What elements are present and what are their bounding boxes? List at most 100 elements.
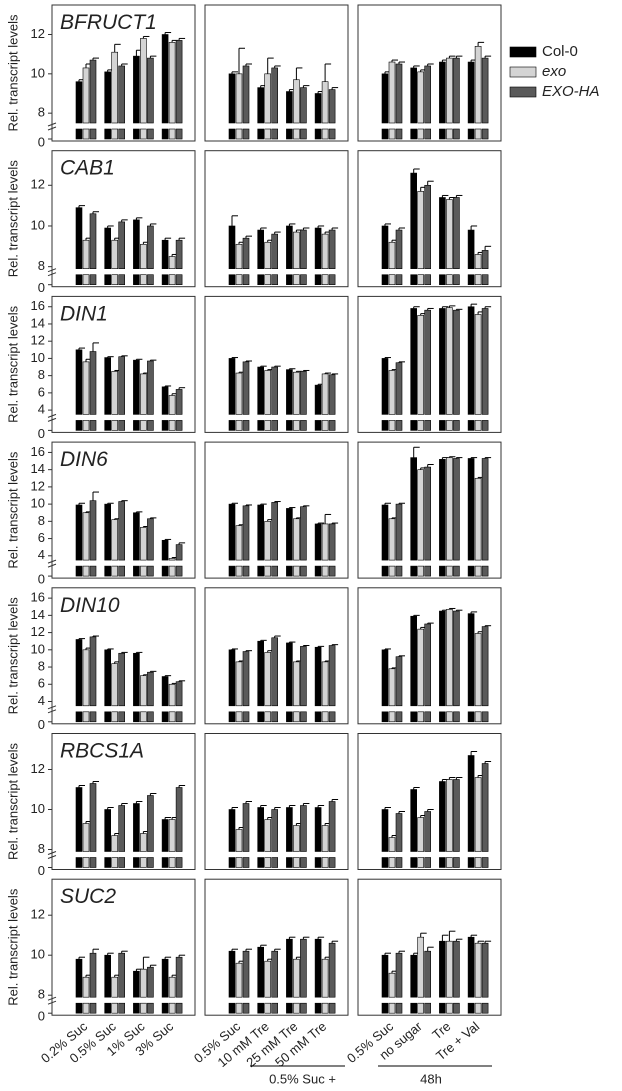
- bar: [104, 227, 111, 270]
- panel-frame: [204, 295, 349, 433]
- bar: [439, 610, 446, 707]
- bar: [467, 458, 475, 561]
- panel-frame: [204, 441, 349, 579]
- bar-stub: [446, 857, 453, 868]
- bar-stub: [388, 565, 396, 577]
- bar-stub: [168, 420, 176, 431]
- bar-stub: [328, 420, 336, 431]
- bar: [133, 55, 140, 124]
- bar: [381, 73, 389, 124]
- bar-stub: [286, 565, 293, 577]
- bar: [242, 361, 250, 415]
- bar-stub: [453, 274, 460, 286]
- bar-stub: [118, 857, 125, 868]
- bar-stub: [300, 711, 307, 723]
- bar: [388, 370, 396, 415]
- bar-stub: [293, 274, 300, 286]
- bar-stub: [228, 420, 236, 431]
- bar-stub: [264, 857, 272, 868]
- bar-stub: [481, 565, 489, 577]
- bar-stub: [328, 857, 336, 868]
- bar: [481, 763, 489, 852]
- bar: [481, 626, 489, 707]
- bar-stub: [410, 1002, 418, 1014]
- bar: [293, 518, 300, 561]
- bar-stub: [474, 857, 482, 868]
- axis-break: [47, 126, 57, 131]
- bar-stub: [410, 711, 418, 723]
- bar-stub: [467, 1002, 475, 1014]
- bar: [118, 652, 125, 707]
- y-tick-label: 10: [31, 496, 45, 511]
- bar: [271, 637, 279, 707]
- bar: [328, 942, 336, 998]
- bar-stub: [82, 857, 90, 868]
- bar-stub: [271, 274, 279, 286]
- bar: [235, 243, 243, 270]
- row-title: BFRUCT1: [60, 11, 157, 34]
- legend-swatch: [509, 46, 537, 58]
- bar-stub: [161, 711, 169, 723]
- bar: [300, 87, 307, 124]
- bar-stub: [89, 565, 97, 577]
- bar-stub: [381, 711, 389, 723]
- y-tick-label: 0: [38, 1009, 45, 1024]
- bar: [417, 817, 425, 852]
- bar: [381, 504, 389, 561]
- bar-stub: [89, 128, 97, 140]
- legend-label: EXO-HA: [542, 83, 600, 100]
- bar-stub: [228, 857, 236, 868]
- y-axis-label: Rel. transcript levels: [5, 597, 20, 715]
- bar-stub: [257, 1002, 265, 1014]
- bar-stub: [242, 857, 250, 868]
- bar: [104, 649, 111, 707]
- bar-stub: [439, 565, 446, 577]
- axis-break: [47, 709, 57, 714]
- bar: [147, 225, 154, 269]
- bar-stub: [474, 420, 482, 431]
- bar: [321, 373, 329, 415]
- y-tick-label: 0: [38, 863, 45, 878]
- bar: [161, 819, 169, 852]
- y-tick-label: 8: [38, 258, 45, 273]
- bar-stub: [395, 1002, 403, 1014]
- bar: [439, 940, 446, 998]
- bar: [481, 942, 489, 998]
- bar: [424, 623, 432, 707]
- bar-stub: [75, 711, 83, 723]
- y-tick-label: 12: [31, 624, 45, 639]
- bar: [424, 466, 432, 561]
- bar: [467, 61, 475, 124]
- bar: [140, 38, 147, 124]
- bar-stub: [300, 857, 307, 868]
- bar: [328, 374, 336, 415]
- axis-break: [47, 1000, 57, 1005]
- panel-frame: [51, 150, 196, 288]
- bar-stub: [147, 1002, 154, 1014]
- axis-break: [47, 996, 57, 1001]
- legend-label: exo: [542, 63, 566, 80]
- bar: [75, 81, 83, 124]
- bar: [82, 512, 90, 561]
- bar-stub: [381, 274, 389, 286]
- axis-break: [47, 855, 57, 859]
- bar: [417, 71, 425, 124]
- panel-frame: [357, 441, 502, 579]
- bar: [286, 91, 293, 124]
- bar-stub: [381, 565, 389, 577]
- bar: [381, 954, 389, 998]
- bar-stub: [439, 857, 446, 868]
- bar-stub: [147, 274, 154, 286]
- bar-stub: [328, 1002, 336, 1014]
- bar: [264, 370, 272, 415]
- bar-stub: [453, 420, 460, 431]
- bar-stub: [111, 274, 118, 286]
- bar-stub: [474, 565, 482, 577]
- y-tick-label: 12: [31, 478, 45, 493]
- bar: [395, 503, 403, 561]
- bar: [439, 308, 446, 415]
- bar: [118, 501, 125, 561]
- y-axis-label: Rel. transcript levels: [5, 742, 20, 860]
- bar-stub: [293, 420, 300, 431]
- bar-stub: [474, 1002, 482, 1014]
